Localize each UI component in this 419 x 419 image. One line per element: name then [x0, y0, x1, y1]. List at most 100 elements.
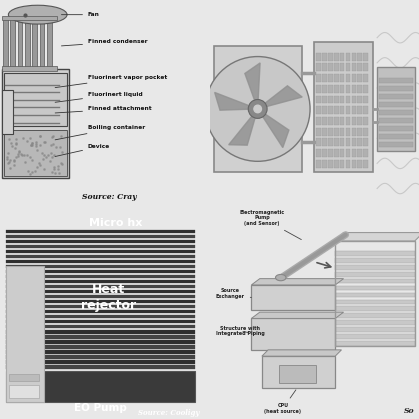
Bar [6, 250, 195, 253]
Bar [328, 160, 333, 168]
Text: Fan: Fan [62, 12, 100, 17]
Bar [334, 85, 339, 93]
Bar [346, 96, 350, 103]
Bar [352, 53, 356, 61]
Bar [322, 63, 327, 71]
Text: Boiling container: Boiling container [55, 125, 145, 140]
Bar [6, 345, 195, 349]
Bar [334, 149, 339, 157]
Bar [6, 275, 195, 278]
Bar [6, 285, 195, 288]
Circle shape [248, 99, 267, 118]
Bar [328, 138, 333, 146]
Bar [363, 138, 368, 146]
Bar [2, 16, 57, 20]
Bar [335, 320, 415, 325]
Bar [335, 313, 415, 318]
Bar [352, 106, 356, 114]
Bar [346, 160, 350, 168]
Bar [335, 279, 415, 283]
Bar [328, 53, 333, 61]
Bar [328, 74, 333, 82]
Bar [322, 106, 327, 114]
Bar [10, 385, 39, 398]
Bar [6, 330, 195, 334]
Bar [346, 117, 350, 125]
Bar [340, 149, 344, 157]
Bar [363, 74, 368, 82]
Bar [328, 127, 333, 135]
Bar [3, 19, 8, 67]
Bar [4, 130, 67, 176]
Ellipse shape [276, 274, 286, 281]
Bar [346, 149, 350, 157]
Text: CPU
(heat source): CPU (heat source) [264, 390, 301, 414]
Bar [335, 265, 415, 270]
Bar [316, 138, 321, 146]
Bar [340, 53, 344, 61]
Bar [6, 240, 195, 243]
Text: Source: Cray: Source: Cray [82, 193, 136, 201]
Bar [340, 138, 344, 146]
Bar [328, 85, 333, 93]
Bar [357, 63, 362, 71]
Bar [316, 117, 321, 125]
Bar [6, 245, 195, 248]
Bar [279, 365, 316, 383]
Bar [10, 19, 15, 67]
Circle shape [254, 105, 261, 113]
Bar [357, 96, 362, 103]
Bar [6, 350, 195, 354]
Bar [346, 85, 350, 93]
Bar [334, 127, 339, 135]
Bar [352, 138, 356, 146]
Bar [334, 63, 339, 71]
Bar [379, 78, 413, 83]
Bar [379, 86, 413, 91]
Polygon shape [335, 233, 419, 241]
Bar [4, 73, 67, 126]
Bar [6, 325, 195, 328]
Bar [322, 85, 327, 93]
Text: Micro hx: Micro hx [88, 218, 142, 228]
Bar [322, 127, 327, 135]
Bar [335, 307, 415, 311]
Bar [47, 19, 52, 67]
Bar [363, 106, 368, 114]
Bar [6, 290, 195, 293]
Bar [322, 53, 327, 61]
Bar [6, 365, 195, 369]
Bar [363, 63, 368, 71]
Bar [314, 42, 373, 172]
Polygon shape [251, 312, 344, 318]
Bar [363, 160, 368, 168]
Bar [379, 126, 413, 131]
Bar [316, 63, 321, 71]
Bar [316, 85, 321, 93]
Bar [6, 371, 195, 402]
Bar [40, 19, 44, 67]
Bar [6, 340, 195, 344]
Bar [340, 74, 344, 82]
Bar [340, 106, 344, 114]
Bar [6, 270, 195, 273]
Bar [316, 96, 321, 103]
Bar [316, 53, 321, 61]
Bar [334, 53, 339, 61]
Bar [335, 272, 415, 277]
Polygon shape [215, 93, 258, 110]
Bar [363, 53, 368, 61]
Bar [328, 149, 333, 157]
Circle shape [205, 57, 310, 161]
Bar [328, 106, 333, 114]
Bar [6, 280, 195, 283]
Bar [363, 85, 368, 93]
Bar [340, 117, 344, 125]
Bar [322, 138, 327, 146]
Bar [251, 318, 335, 350]
Bar [6, 310, 195, 313]
Bar [316, 149, 321, 157]
Bar [346, 127, 350, 135]
Bar [334, 106, 339, 114]
Polygon shape [245, 63, 260, 109]
